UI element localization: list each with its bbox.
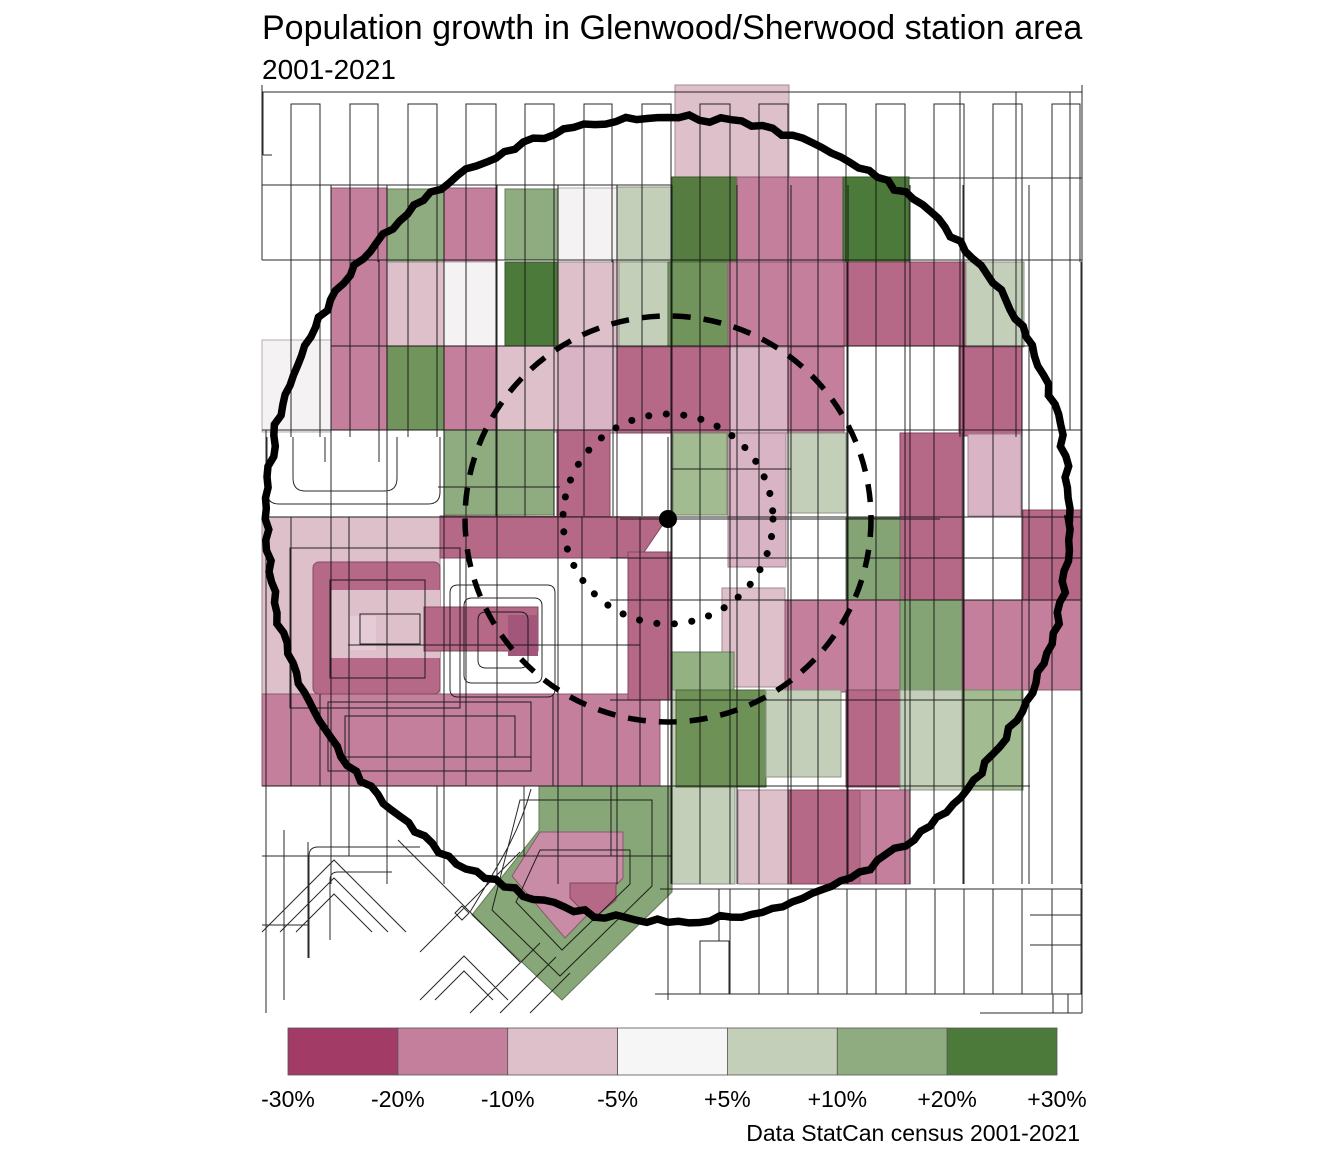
svg-text:-30%: -30%: [261, 1086, 315, 1112]
svg-text:Population growth in Glenwood/: Population growth in Glenwood/Sherwood s…: [262, 9, 1082, 47]
svg-text:-5%: -5%: [597, 1086, 638, 1112]
svg-text:-10%: -10%: [481, 1086, 535, 1112]
svg-text:2001-2021: 2001-2021: [262, 54, 396, 85]
svg-text:+5%: +5%: [704, 1086, 751, 1112]
svg-text:Data StatCan census 2001-2021: Data StatCan census 2001-2021: [746, 1120, 1080, 1146]
svg-text:+10%: +10%: [808, 1086, 867, 1112]
svg-text:-20%: -20%: [371, 1086, 425, 1112]
svg-text:+20%: +20%: [917, 1086, 976, 1112]
svg-text:+30%: +30%: [1027, 1086, 1086, 1112]
